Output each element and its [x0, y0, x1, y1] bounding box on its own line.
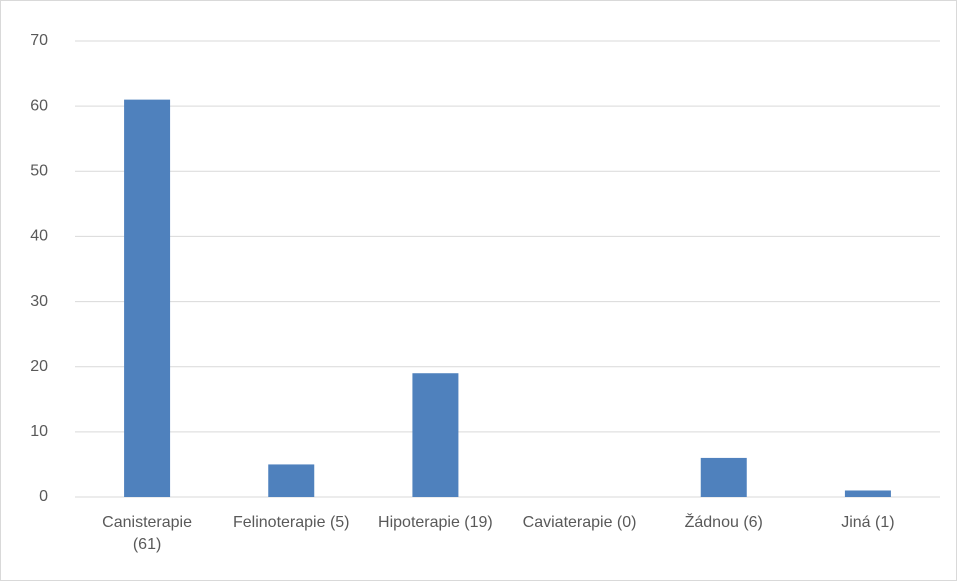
bar	[700, 457, 747, 497]
x-tick-label: Žádnou (6)	[684, 514, 763, 531]
x-tick-label: Caviaterapie (0)	[522, 514, 637, 531]
x-tick-label: Felinoterapie (5)	[233, 514, 350, 531]
y-tick-label: 70	[30, 32, 48, 49]
x-tick-label: Jiná (1)	[841, 514, 895, 531]
y-tick-label: 40	[30, 228, 48, 245]
x-tick-label: Canisterapie (61)	[102, 514, 192, 553]
y-tick-label: 0	[39, 488, 48, 505]
bar	[124, 99, 171, 497]
x-tick-label: Hipoterapie (19)	[378, 514, 493, 531]
y-tick-label: 20	[30, 358, 48, 375]
bar	[412, 373, 459, 497]
bar	[844, 490, 891, 497]
y-tick-label: 50	[30, 163, 48, 180]
bar	[268, 464, 315, 497]
y-tick-label: 10	[30, 423, 48, 440]
y-tick-label: 30	[30, 293, 48, 310]
y-tick-label: 60	[30, 97, 48, 114]
